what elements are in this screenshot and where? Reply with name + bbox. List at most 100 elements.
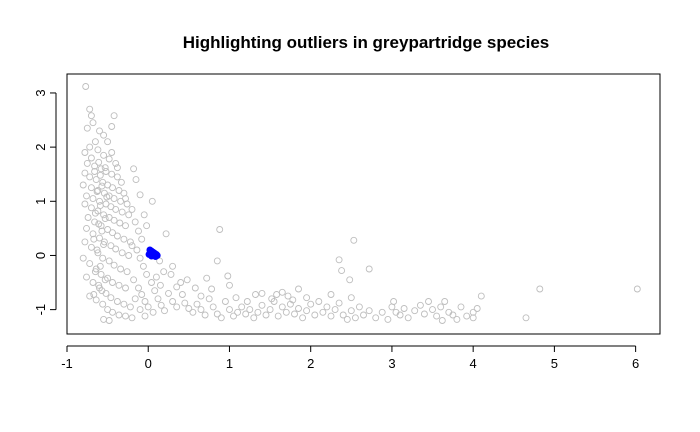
data-point	[101, 164, 109, 172]
data-point	[92, 176, 100, 184]
data-point	[177, 279, 185, 286]
data-point	[191, 284, 199, 292]
data-point	[89, 279, 97, 286]
data-point	[213, 310, 221, 318]
data-point	[258, 301, 266, 309]
data-point	[148, 279, 155, 286]
data-point	[136, 306, 144, 314]
data-point	[101, 215, 109, 223]
data-point	[109, 279, 116, 286]
data-point	[181, 299, 189, 307]
data-point	[420, 310, 428, 318]
data-point	[141, 298, 149, 305]
data-point	[160, 268, 168, 276]
data-point	[289, 296, 297, 304]
y-tick-label: 3	[33, 89, 48, 96]
data-point	[477, 292, 485, 300]
y-tick-label: -1	[33, 304, 48, 316]
data-point	[291, 310, 298, 318]
data-point	[282, 308, 290, 316]
data-point	[258, 289, 266, 297]
data-point	[151, 287, 159, 295]
data-point	[79, 254, 87, 262]
data-point	[98, 182, 106, 190]
data-point	[169, 298, 177, 305]
data-point	[429, 306, 436, 314]
data-point	[110, 261, 118, 269]
data-point	[108, 149, 116, 156]
data-point	[117, 265, 125, 273]
data-point	[404, 314, 412, 322]
data-point	[108, 123, 116, 130]
data-point	[86, 173, 94, 181]
data-point	[213, 257, 221, 265]
data-point	[221, 298, 229, 305]
data-point	[86, 292, 94, 300]
data-point	[120, 235, 128, 243]
data-point	[633, 285, 641, 293]
data-point	[217, 314, 225, 322]
data-point	[96, 127, 103, 135]
data-point	[98, 227, 106, 235]
data-point	[346, 276, 354, 284]
data-point	[303, 307, 311, 315]
outlier-series	[145, 246, 161, 260]
data-point	[93, 188, 101, 195]
data-point	[319, 308, 327, 316]
data-point	[350, 236, 358, 244]
data-point	[87, 204, 95, 212]
data-point	[91, 138, 99, 146]
data-point	[94, 146, 102, 154]
data-point	[123, 268, 131, 276]
data-point	[274, 312, 282, 320]
data-point	[126, 238, 134, 246]
data-point	[86, 260, 94, 268]
data-point	[162, 230, 170, 238]
y-tick-label: 1	[33, 198, 48, 205]
x-tick-label: 1	[226, 356, 233, 371]
data-point	[95, 158, 103, 166]
y-tick-label: 2	[33, 144, 48, 151]
data-point	[105, 155, 113, 163]
data-point	[141, 312, 149, 320]
data-point	[278, 303, 286, 311]
data-point	[331, 306, 339, 314]
data-point	[449, 311, 457, 319]
data-point	[94, 249, 102, 257]
data-point	[96, 197, 103, 205]
data-point	[118, 249, 126, 257]
data-point	[99, 254, 107, 262]
data-point	[83, 159, 91, 167]
data-point	[197, 292, 205, 300]
data-point	[136, 254, 144, 262]
data-point	[95, 281, 103, 289]
data-point	[372, 314, 380, 322]
data-point	[113, 173, 121, 181]
data-point	[396, 311, 404, 319]
data-point	[327, 291, 335, 298]
data-point	[143, 222, 151, 230]
data-point	[152, 273, 160, 281]
data-point	[189, 308, 197, 316]
data-point	[91, 268, 99, 276]
data-point	[110, 216, 118, 224]
data-point	[469, 314, 477, 322]
data-point	[97, 270, 105, 278]
data-point	[355, 303, 363, 311]
data-point	[339, 311, 347, 319]
data-point	[338, 267, 346, 275]
data-point	[96, 202, 104, 210]
data-point	[351, 314, 359, 322]
x-tick-label: 2	[307, 356, 314, 371]
data-point	[193, 300, 201, 308]
data-point	[128, 314, 136, 322]
data-point	[100, 211, 108, 219]
data-point	[522, 314, 530, 322]
data-point	[400, 305, 408, 312]
data-point	[268, 295, 276, 303]
data-point	[135, 227, 142, 235]
data-point	[226, 306, 233, 314]
data-point	[411, 307, 419, 315]
data-point	[126, 303, 134, 311]
